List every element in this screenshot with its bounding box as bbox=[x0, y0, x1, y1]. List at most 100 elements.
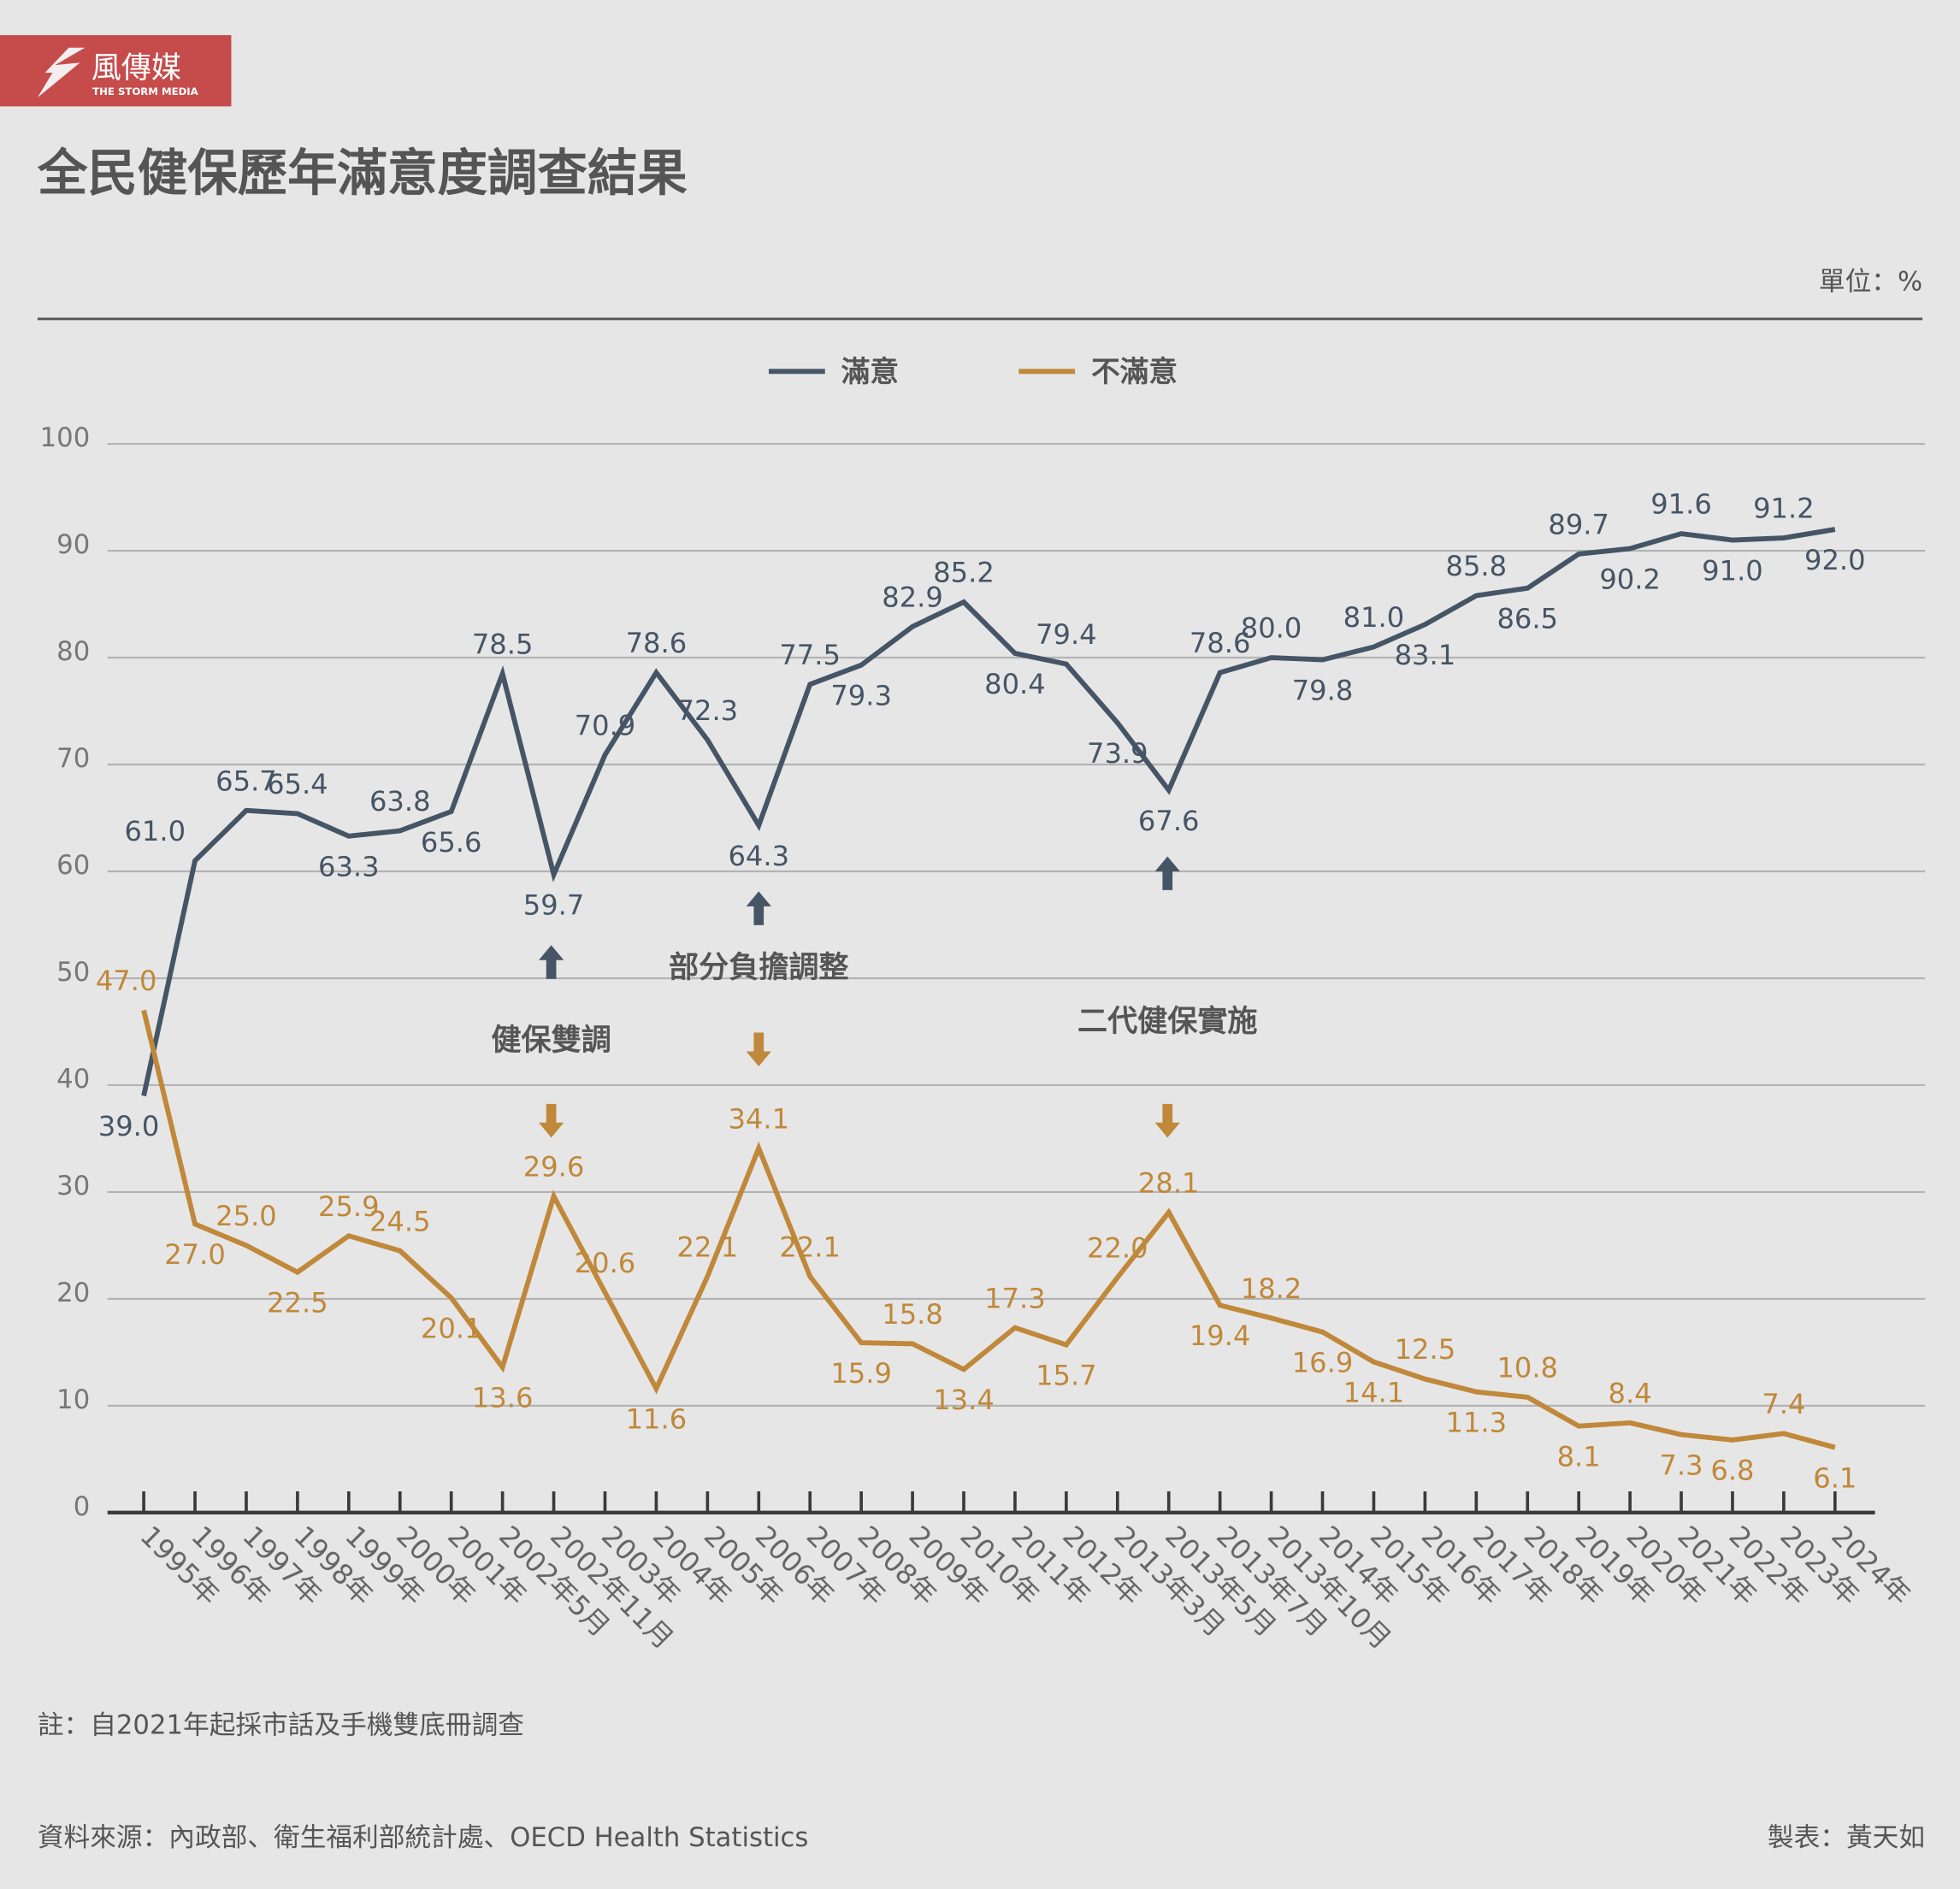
logo-subtitle: THE STORM MEDIA bbox=[92, 86, 198, 97]
legend-label-satisfied: 滿意 bbox=[841, 355, 899, 388]
data-label: 11.6 bbox=[626, 1403, 688, 1436]
legend-label-dissatisfied: 不滿意 bbox=[1091, 355, 1178, 388]
data-label: 63.8 bbox=[369, 785, 431, 818]
y-tick-label: 50 bbox=[56, 958, 90, 988]
series-lines bbox=[141, 527, 1836, 1450]
data-label: 61.0 bbox=[124, 815, 186, 847]
data-label: 20.1 bbox=[421, 1312, 482, 1344]
y-tick-label: 20 bbox=[56, 1278, 90, 1308]
data-label: 22.5 bbox=[267, 1286, 328, 1319]
data-label: 59.7 bbox=[523, 889, 585, 922]
data-label: 22.0 bbox=[1087, 1232, 1148, 1265]
data-label: 12.5 bbox=[1395, 1333, 1456, 1366]
data-label: 73.9 bbox=[1087, 737, 1148, 770]
data-label: 10.8 bbox=[1497, 1351, 1558, 1384]
arrow-down-icon bbox=[539, 1103, 564, 1138]
data-label: 78.6 bbox=[1190, 627, 1251, 659]
data-label: 28.1 bbox=[1138, 1166, 1200, 1199]
data-label: 34.1 bbox=[728, 1102, 789, 1135]
data-label: 17.3 bbox=[984, 1282, 1046, 1314]
data-label: 7.3 bbox=[1659, 1449, 1703, 1481]
data-label: 78.5 bbox=[472, 628, 534, 660]
source: 資料來源：內政部、衛生福利部統計處、OECD Health Statistics bbox=[38, 1823, 809, 1853]
y-tick-label: 0 bbox=[74, 1492, 91, 1522]
y-tick-label: 80 bbox=[56, 637, 90, 667]
data-label: 78.6 bbox=[626, 627, 688, 659]
data-label: 64.3 bbox=[728, 840, 789, 872]
arrow-up-icon bbox=[1154, 856, 1180, 890]
data-label: 11.3 bbox=[1446, 1406, 1508, 1438]
data-label: 6.1 bbox=[1813, 1461, 1857, 1494]
arrow-up-icon bbox=[539, 945, 564, 979]
data-label: 77.5 bbox=[779, 639, 841, 671]
data-label: 63.3 bbox=[318, 851, 380, 883]
data-label: 80.4 bbox=[984, 668, 1046, 700]
data-label: 24.5 bbox=[369, 1205, 431, 1237]
y-axis: 0 10 20 30 40 50 60 70 80 90 100 bbox=[40, 423, 91, 1522]
data-label: 13.4 bbox=[933, 1384, 995, 1416]
annotation-second-gen: 二代健保實施 bbox=[1077, 1004, 1257, 1039]
arrow-down-icon bbox=[746, 1032, 771, 1067]
data-label: 85.8 bbox=[1446, 550, 1508, 582]
data-label: 72.3 bbox=[677, 694, 739, 727]
data-label: 16.9 bbox=[1292, 1346, 1354, 1378]
data-label: 25.9 bbox=[318, 1190, 380, 1223]
credit: 製表：黃天如 bbox=[1768, 1823, 1925, 1853]
annotation-copay-adjust: 部分負擔調整 bbox=[669, 950, 848, 985]
data-label: 15.7 bbox=[1036, 1359, 1097, 1391]
y-tick-label: 10 bbox=[56, 1385, 90, 1415]
y-tick-label: 70 bbox=[56, 744, 90, 774]
data-label: 15.9 bbox=[830, 1357, 892, 1390]
data-label: 65.6 bbox=[421, 826, 482, 859]
y-tick-label: 30 bbox=[56, 1172, 90, 1201]
logo: 風傳媒 THE STORM MEDIA bbox=[0, 35, 232, 107]
data-label: 70.9 bbox=[575, 709, 636, 741]
data-label: 79.8 bbox=[1292, 674, 1354, 706]
legend: 滿意 不滿意 bbox=[768, 355, 1178, 388]
chart-title: 全民健保歷年滿意度調查結果 bbox=[37, 144, 688, 202]
data-label: 8.4 bbox=[1609, 1377, 1652, 1409]
data-label: 27.0 bbox=[164, 1238, 226, 1271]
data-label: 29.6 bbox=[523, 1151, 585, 1184]
data-label: 15.8 bbox=[882, 1298, 943, 1331]
series-line-satisfied bbox=[141, 527, 1836, 1097]
data-label: 79.4 bbox=[1036, 618, 1097, 651]
y-tick-label: 40 bbox=[56, 1065, 90, 1095]
logo-name: 風傳媒 bbox=[92, 50, 181, 86]
data-label: 91.2 bbox=[1753, 493, 1815, 525]
arrow-down-icon bbox=[1154, 1103, 1180, 1138]
y-tick-label: 60 bbox=[56, 851, 90, 881]
data-label: 7.4 bbox=[1762, 1388, 1805, 1420]
y-tick-label: 90 bbox=[56, 530, 90, 560]
annotation-double-adjust: 健保雙調 bbox=[491, 1023, 611, 1058]
data-label: 89.7 bbox=[1548, 508, 1609, 540]
unit-label: 單位：% bbox=[1819, 267, 1922, 297]
data-label: 91.6 bbox=[1650, 488, 1712, 521]
data-label: 13.6 bbox=[472, 1382, 534, 1414]
data-label: 91.0 bbox=[1702, 554, 1763, 587]
data-label: 67.6 bbox=[1138, 805, 1200, 837]
arrow-up-icon bbox=[746, 891, 771, 925]
data-label: 8.1 bbox=[1557, 1440, 1601, 1473]
data-label: 39.0 bbox=[98, 1110, 160, 1142]
data-label: 6.8 bbox=[1710, 1455, 1754, 1487]
data-label: 86.5 bbox=[1497, 603, 1558, 635]
data-label: 80.0 bbox=[1241, 612, 1302, 645]
data-label: 25.0 bbox=[215, 1200, 277, 1232]
data-label: 20.6 bbox=[575, 1247, 636, 1279]
series-line-dissatisfied bbox=[141, 1009, 1836, 1450]
data-label: 19.4 bbox=[1190, 1319, 1251, 1352]
data-label: 22.1 bbox=[677, 1231, 739, 1263]
data-label: 85.2 bbox=[933, 557, 995, 589]
data-label: 83.1 bbox=[1395, 639, 1456, 671]
data-label: 82.9 bbox=[882, 581, 943, 613]
data-label: 47.0 bbox=[96, 965, 157, 997]
data-label: 14.1 bbox=[1343, 1376, 1405, 1408]
data-label: 18.2 bbox=[1241, 1272, 1302, 1305]
data-label: 79.3 bbox=[830, 680, 892, 712]
storm-bolt-icon bbox=[37, 47, 86, 98]
data-label: 22.1 bbox=[779, 1231, 841, 1263]
data-label: 65.7 bbox=[215, 764, 277, 797]
y-tick-label: 100 bbox=[40, 423, 91, 453]
data-label: 65.4 bbox=[267, 768, 328, 800]
